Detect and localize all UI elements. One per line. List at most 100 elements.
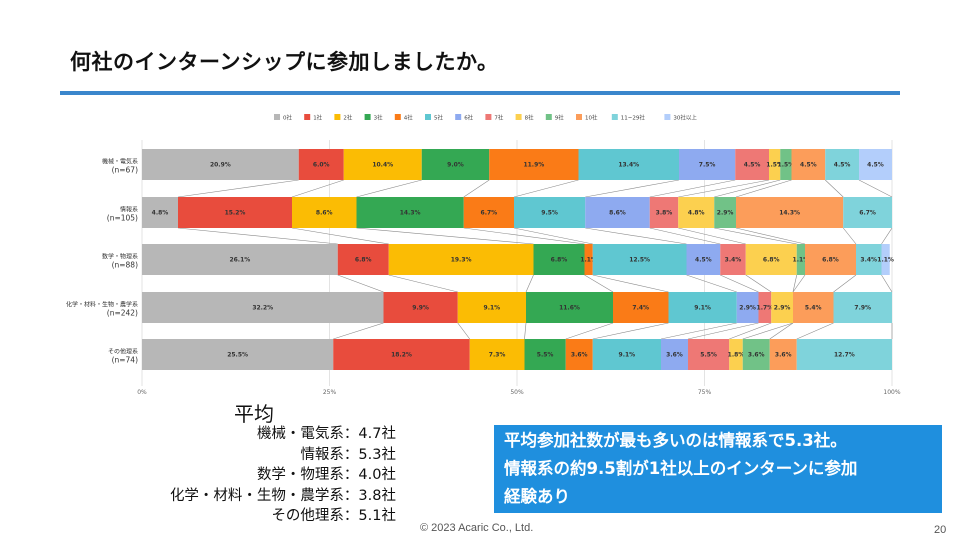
data-label: 1.8% xyxy=(728,352,745,359)
data-label: 6.8% xyxy=(763,257,780,264)
data-label: 20.9% xyxy=(210,162,231,169)
data-label: 6.8% xyxy=(355,257,372,264)
data-label: 7.5% xyxy=(699,162,716,169)
connector-line xyxy=(525,274,534,293)
connector-line xyxy=(792,274,806,293)
legend-swatch xyxy=(611,114,618,120)
connector-line xyxy=(843,227,857,245)
bar-segment xyxy=(649,197,679,228)
data-label: 1.1% xyxy=(580,257,597,264)
legend-swatch xyxy=(425,114,431,120)
average-heading: 平均 xyxy=(234,402,274,426)
bar-segment xyxy=(142,292,384,323)
legend-label: 6社 xyxy=(464,114,473,122)
data-label: 32.2% xyxy=(252,305,273,312)
data-label: 25.5% xyxy=(227,352,248,359)
legend-label: 4社 xyxy=(404,114,413,122)
legend-swatch xyxy=(394,114,401,120)
legend-swatch xyxy=(334,114,341,120)
bar-segment xyxy=(592,339,661,370)
data-label: 11.6% xyxy=(559,305,580,312)
bar-segment xyxy=(489,149,579,180)
x-tick-label: 75% xyxy=(698,389,712,396)
connector-line xyxy=(337,274,384,293)
connector-line xyxy=(714,179,781,198)
connector-line xyxy=(177,179,299,198)
data-label: 8.6% xyxy=(316,210,333,217)
connector-line xyxy=(463,227,585,245)
data-label: 6.8% xyxy=(551,257,568,264)
data-label: 14.3% xyxy=(400,210,421,217)
connector-line xyxy=(356,227,534,245)
average-line: 機械・電気系：4.7社 xyxy=(256,426,396,442)
average-list: 機械・電気系：4.7社 情報系：5.3社 数学・物理系：4.0社 化学・材料・生… xyxy=(170,424,396,527)
category-n-label: (n=67) xyxy=(112,166,139,175)
bar-segment xyxy=(613,292,669,323)
data-label: 4.8% xyxy=(152,210,169,217)
bar-segment xyxy=(771,292,793,323)
data-label: 10.4% xyxy=(372,162,393,169)
connector-line xyxy=(333,322,384,340)
bar-segment xyxy=(793,292,834,323)
connector-line xyxy=(565,322,614,340)
legend-swatch xyxy=(455,114,462,120)
data-label: 4.5% xyxy=(744,162,761,169)
connector-line xyxy=(745,274,772,293)
legend-swatch xyxy=(515,114,522,120)
data-label: 13.4% xyxy=(618,162,639,169)
legend-swatch xyxy=(485,114,492,120)
data-label: 7.4% xyxy=(632,305,649,312)
data-label: 11.9% xyxy=(523,162,544,169)
bar-segment xyxy=(298,149,344,180)
data-label: 1.5% xyxy=(778,162,795,169)
bar-segment xyxy=(678,197,715,228)
data-label: 9.9% xyxy=(412,305,429,312)
bar-segment xyxy=(833,292,892,323)
bar-segment xyxy=(796,244,805,275)
bar-segment xyxy=(578,149,679,180)
connector-line xyxy=(513,227,593,245)
data-label: 8.6% xyxy=(609,210,626,217)
bar-segment xyxy=(383,292,458,323)
legend-label: 9社 xyxy=(555,114,564,122)
bar-segment xyxy=(780,149,792,180)
data-label: 19.3% xyxy=(451,257,472,264)
legend-swatch xyxy=(545,114,552,120)
connector-line xyxy=(291,227,389,245)
connector-line xyxy=(678,227,746,245)
data-label: 12.7% xyxy=(834,352,855,359)
connector-line xyxy=(769,322,794,340)
data-label: 4.5% xyxy=(867,162,884,169)
callout-line: 経験あり xyxy=(504,487,570,506)
data-label: 1.5% xyxy=(766,162,783,169)
x-tick-label: 100% xyxy=(883,389,900,396)
connector-line xyxy=(592,274,669,293)
legend-swatch xyxy=(576,114,582,120)
callout-box: 平均参加社数が最も多いのは情報系で5.3社。 情報系の約9.5割が1社以上のイン… xyxy=(494,425,942,513)
bar-segment xyxy=(843,197,892,228)
data-label: 2.9% xyxy=(774,305,791,312)
average-line: 数学・物理系：4.0社 xyxy=(256,467,396,483)
category-n-label: (n=242) xyxy=(107,309,138,318)
average-line: その他理系：5.1社 xyxy=(271,508,396,524)
data-label: 5.4% xyxy=(805,305,822,312)
data-label: 5.5% xyxy=(537,352,554,359)
x-tick-label: 0% xyxy=(137,389,147,396)
connector-line xyxy=(584,274,614,293)
bar-segment xyxy=(337,244,389,275)
bar-segment xyxy=(178,197,292,228)
connector-line xyxy=(881,227,893,245)
data-label: 5.5% xyxy=(700,352,717,359)
bar-segment xyxy=(585,197,650,228)
bar-segment xyxy=(584,244,593,275)
legend-label: 11~29社 xyxy=(621,114,646,122)
connector-line xyxy=(714,227,797,245)
data-label: 6.8% xyxy=(822,257,839,264)
category-label: 化学・材料・生物・農学系 xyxy=(66,301,138,309)
connector-line xyxy=(585,179,680,198)
data-label: 3.4% xyxy=(725,257,742,264)
bar-segment xyxy=(729,339,743,370)
legend-label: 1社 xyxy=(313,114,322,122)
connector-line xyxy=(742,322,794,340)
